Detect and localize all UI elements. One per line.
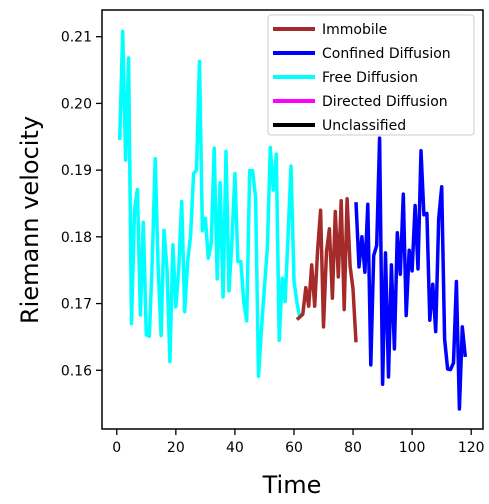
legend-label: Directed Diffusion [322, 94, 448, 110]
y-tick-label: 0.17 [61, 297, 92, 313]
legend: Immobile Confined Diffusion Free Diffusion… [267, 14, 475, 136]
x-tick-label: 60 [285, 440, 303, 456]
legend-box [267, 14, 475, 136]
x-ticks: 0 20 40 60 80 100 120 [112, 429, 485, 456]
plot-frame [101, 9, 484, 430]
x-tick-label: 120 [458, 440, 485, 456]
x-tick-label: 80 [344, 440, 362, 456]
y-tick-label: 0.21 [61, 30, 92, 46]
x-tick-label: 0 [112, 440, 121, 456]
x-tick-label: 40 [226, 440, 244, 456]
series-line-immobile [295, 197, 358, 343]
y-tick-label: 0.16 [61, 363, 92, 379]
legend-label: Unclassified [322, 118, 406, 134]
legend-label: Free Diffusion [322, 70, 418, 86]
x-axis-title: Time [262, 471, 322, 499]
y-tick-label: 0.19 [61, 163, 92, 179]
x-tick-label: 100 [399, 440, 426, 456]
y-tick-label: 0.18 [61, 230, 92, 246]
y-ticks: 0.16 0.17 0.18 0.19 0.20 0.21 [61, 30, 102, 379]
legend-label: Immobile [322, 22, 387, 38]
series-lines [117, 29, 468, 411]
y-tick-label: 0.20 [61, 96, 92, 112]
series-line-free-diffusion [117, 29, 302, 379]
x-tick-label: 20 [167, 440, 185, 456]
y-axis-title: Riemann velocity [16, 116, 44, 324]
legend-label: Confined Diffusion [322, 46, 451, 62]
series-line-confined-diffusion [354, 136, 468, 411]
